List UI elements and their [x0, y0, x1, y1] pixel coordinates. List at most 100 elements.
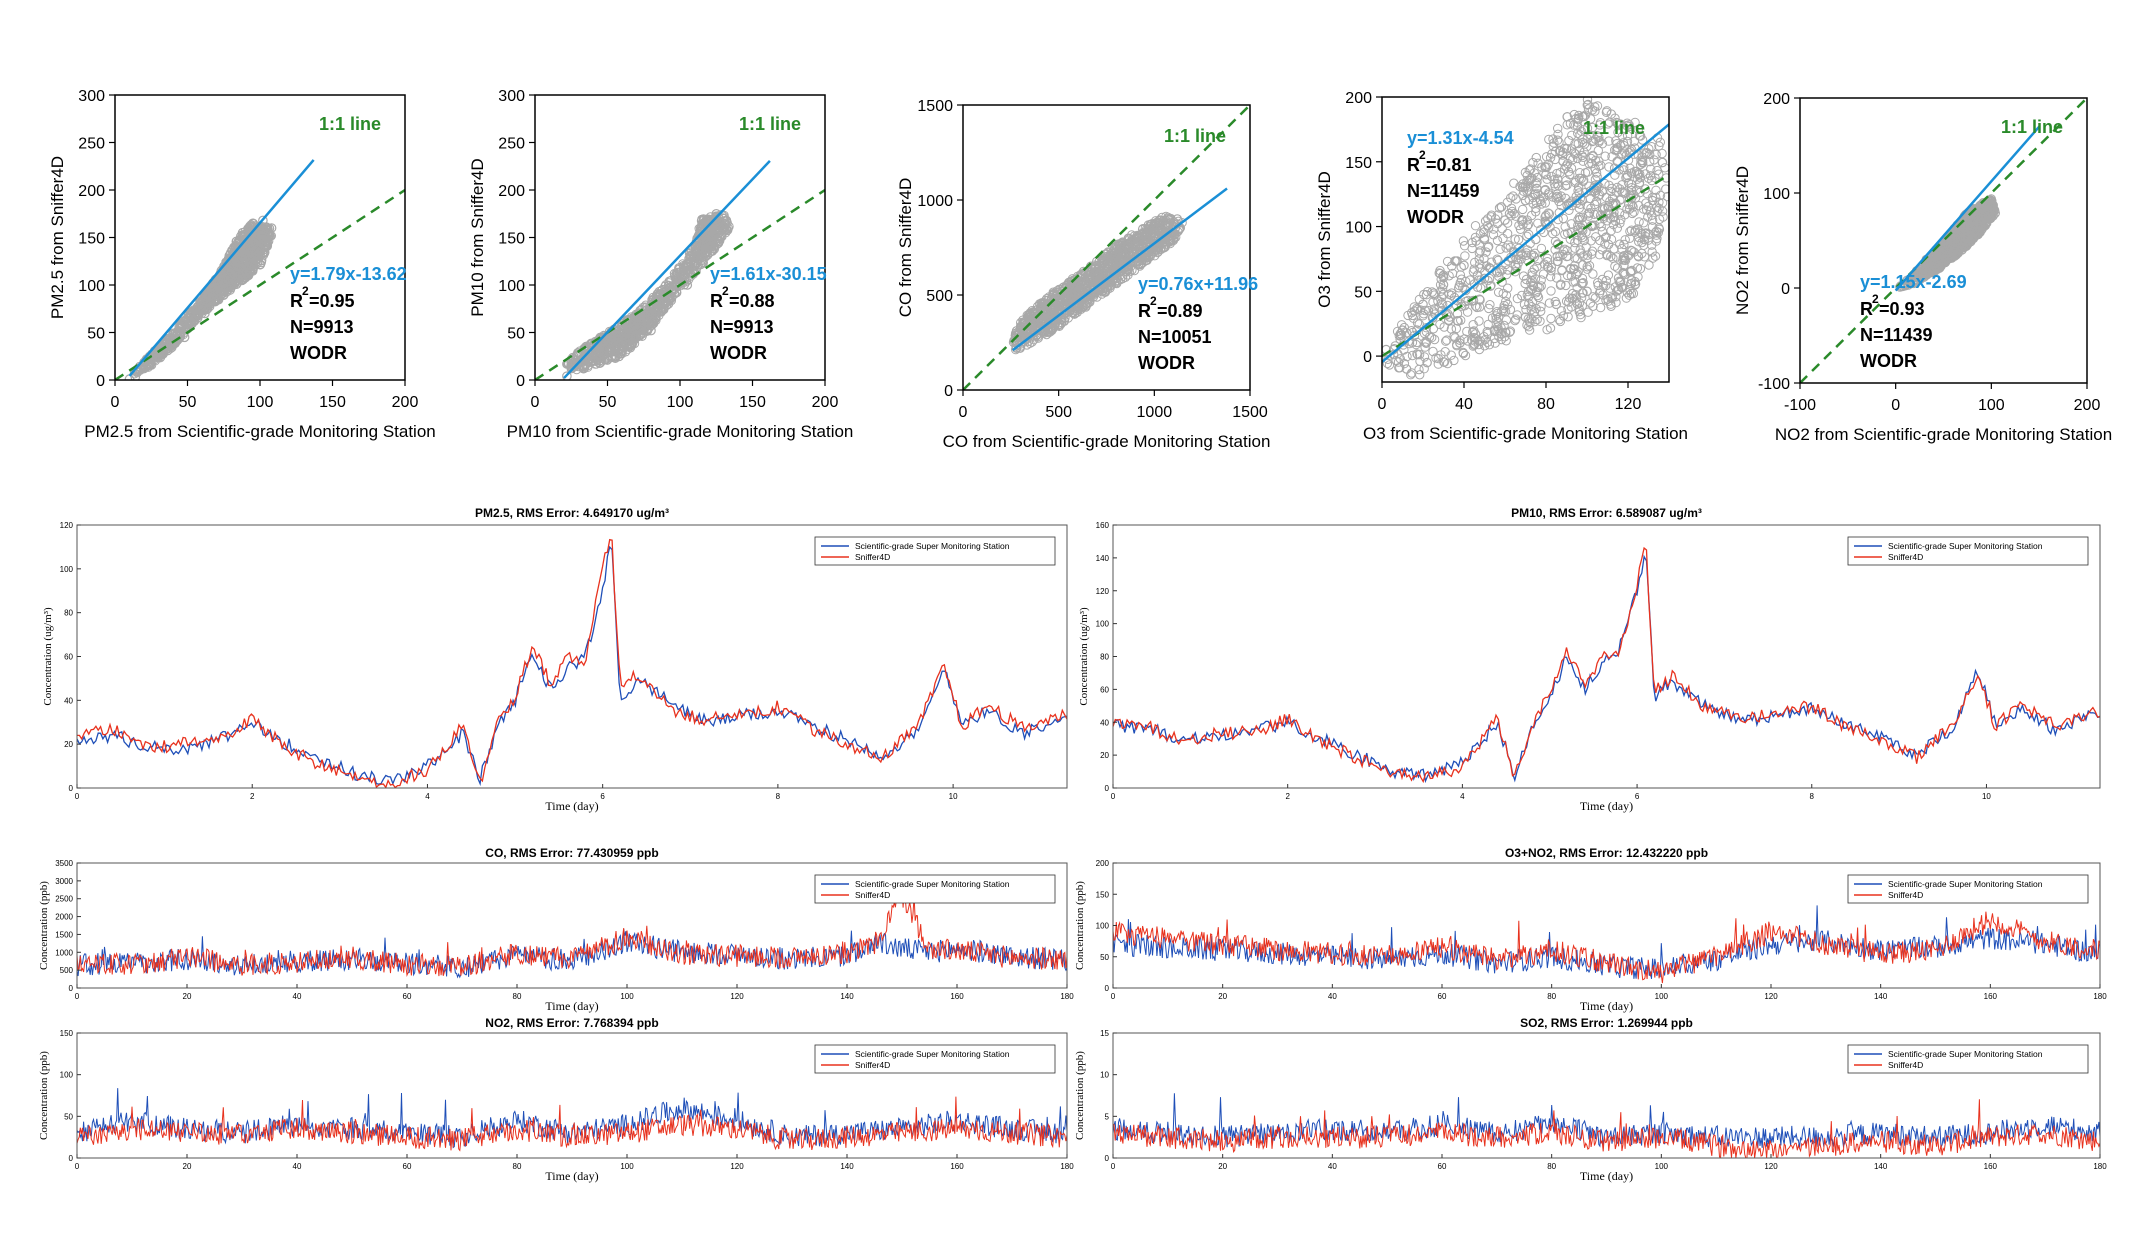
sample-count: N=9913: [710, 317, 774, 337]
scatter-point: [125, 375, 133, 383]
r2-superscript: 2: [722, 284, 729, 298]
scatter-point: [1461, 252, 1469, 260]
x-tick-label: 1000: [1137, 404, 1173, 421]
one-to-one-label: 1:1 line: [1164, 126, 1226, 146]
y-tick-label: 250: [78, 136, 105, 153]
y-tick-label: 50: [1354, 284, 1372, 301]
y-tick-label: 50: [87, 326, 105, 343]
fit-equation: y=1.79x-13.62: [290, 264, 407, 284]
y-tick-label: 300: [498, 88, 525, 105]
scatter-point: [1610, 245, 1618, 253]
scatter-point: [1596, 303, 1604, 311]
scatter-point: [1613, 183, 1621, 191]
y-tick-label: 1000: [917, 193, 953, 210]
one-to-one-line: [535, 190, 825, 380]
one-to-one-label: 1:1 line: [319, 114, 381, 134]
x-tick-label: 40: [1455, 396, 1473, 413]
scatter-point: [1558, 266, 1566, 274]
x-tick-label: 0: [111, 394, 120, 411]
scatter-point: [1546, 273, 1554, 281]
scatter-point: [1430, 335, 1438, 343]
scatter-point: [1416, 371, 1424, 379]
x-tick-label: 0: [531, 394, 540, 411]
no2_scatter-plot-area: [1800, 98, 2087, 383]
scatter-point: [1481, 217, 1489, 225]
x-axis-label: O3 from Scientific-grade Monitoring Stat…: [1363, 424, 1688, 443]
x-tick-label: 150: [739, 394, 766, 411]
scatter-point: [1589, 270, 1597, 278]
y-tick-label: 150: [78, 231, 105, 248]
y-axis-label: PM10 from Sniffer4D: [468, 158, 487, 316]
scatter-point: [1604, 271, 1612, 279]
y-tick-label: 300: [78, 88, 105, 105]
scatter-point: [1571, 244, 1579, 252]
scatter-point: [1504, 241, 1512, 249]
scatter-point: [1563, 113, 1571, 121]
y-tick-label: 200: [1345, 90, 1372, 107]
fit-equation: y=1.31x-4.54: [1407, 128, 1514, 148]
r2-value: =0.95: [309, 291, 355, 311]
r2-value: =0.88: [729, 291, 775, 311]
x-tick-label: 100: [247, 394, 274, 411]
scatter-point: [1440, 358, 1448, 366]
scatter-point: [1611, 262, 1619, 270]
scatter-point: [1554, 124, 1562, 132]
x-tick-label: 1500: [1232, 404, 1268, 421]
y-tick-label: 0: [1363, 349, 1372, 366]
y-tick-label: 200: [498, 183, 525, 200]
y-tick-label: 200: [78, 183, 105, 200]
y-tick-label: 50: [507, 326, 525, 343]
x-axis-label: PM10 from Scientific-grade Monitoring St…: [507, 422, 854, 441]
sample-count: N=9913: [290, 317, 354, 337]
scatter-point: [1547, 314, 1555, 322]
scatter-point: [1489, 231, 1497, 239]
x-tick-label: 200: [812, 394, 839, 411]
fit-method: WODR: [1138, 353, 1195, 373]
co_scatter-plot-area: [963, 105, 1250, 390]
scatter-point: [1493, 236, 1501, 244]
x-tick-label: 50: [599, 394, 617, 411]
y-tick-label: 1500: [917, 98, 953, 115]
y-tick-label: 100: [498, 278, 525, 295]
fit-equation: y=0.76x+11.96: [1138, 274, 1258, 294]
scatter-point: [1519, 205, 1527, 213]
scatter-point: [1645, 261, 1653, 269]
y-tick-label: 150: [498, 231, 525, 248]
x-tick-label: 0: [1378, 396, 1387, 413]
scatter-point: [1661, 164, 1669, 172]
x-tick-label: 200: [392, 394, 419, 411]
x-tick-label: 100: [667, 394, 694, 411]
y-tick-label: 0: [516, 373, 525, 390]
scatter-cloud: [563, 210, 734, 381]
scatter-point: [1502, 316, 1510, 324]
y-tick-label: 0: [944, 383, 953, 400]
scatter-point: [1594, 146, 1602, 154]
x-tick-label: 120: [1615, 396, 1642, 413]
scatter-point: [1537, 244, 1545, 252]
r2-superscript: 2: [1150, 294, 1157, 308]
scatter-point: [1547, 287, 1555, 295]
y-tick-label: 100: [1345, 220, 1372, 237]
y-tick-label: 500: [926, 288, 953, 305]
fit-equation: y=1.61x-30.15: [710, 264, 827, 284]
one-to-one-label: 1:1 line: [1583, 118, 1645, 138]
scatter-point: [1607, 235, 1615, 243]
x-tick-label: 150: [319, 394, 346, 411]
sample-count: N=10051: [1138, 327, 1212, 347]
r2-superscript: 2: [1419, 148, 1426, 162]
y-tick-label: 250: [498, 136, 525, 153]
y-tick-label: 0: [96, 373, 105, 390]
fit-method: WODR: [710, 343, 767, 363]
sample-count: N=11459: [1407, 181, 1480, 201]
scatter-point: [1605, 163, 1613, 171]
x-axis-label: PM2.5 from Scientific-grade Monitoring S…: [84, 422, 436, 441]
scatter-point: [1471, 222, 1479, 230]
scatter-point: [1503, 229, 1511, 237]
scatter-point: [1553, 274, 1561, 282]
scatter-point: [1498, 225, 1506, 233]
pm10_scatter-panel: 0 50 100 150 200 0 50 100 150 200 250 300 PM10 from …: [468, 88, 853, 441]
scatter-point: [1658, 158, 1666, 166]
